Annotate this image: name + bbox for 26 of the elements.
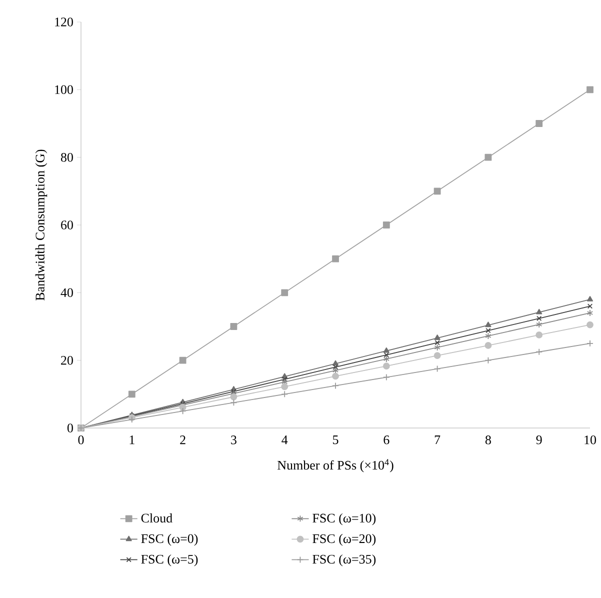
y-tick-label: 80 <box>60 152 73 162</box>
x-tick-label: 10 <box>584 436 596 444</box>
legend-label: Cloud <box>141 513 172 523</box>
legend-label: FSC (ω=35) <box>312 554 376 566</box>
x-tick-label: 0 <box>78 436 84 444</box>
x-axis-title: Number of PSs (×10$^{4}$) <box>278 459 394 472</box>
x-tick-label: 3 <box>231 436 236 444</box>
x-tick-label: 2 <box>180 436 186 444</box>
legend-label: FSC (ω=0) <box>141 534 198 546</box>
y-tick-label: 120 <box>55 18 73 26</box>
y-tick-label: 60 <box>61 220 73 230</box>
x-tick-label: 9 <box>536 436 542 444</box>
legend-label: FSC (ω=20) <box>312 534 376 546</box>
y-axis-title: Bandwidth Consumption (G) <box>35 150 48 300</box>
legend-label: FSC (ω=10) <box>312 513 376 526</box>
y-tick-label: 40 <box>60 288 73 298</box>
x-tick-label: 6 <box>384 436 390 444</box>
x-tick-label: 1 <box>130 436 134 444</box>
x-tick-label: 8 <box>485 436 491 444</box>
x-tick-label: 4 <box>282 436 288 444</box>
legend-label: FSC (ω=5) <box>141 554 198 566</box>
y-tick-label: 0 <box>67 424 73 432</box>
y-tick-label: 20 <box>61 356 73 365</box>
x-tick-label: 7 <box>434 436 440 444</box>
x-tick-label: 5 <box>333 436 338 444</box>
y-tick-label: 100 <box>55 85 73 94</box>
